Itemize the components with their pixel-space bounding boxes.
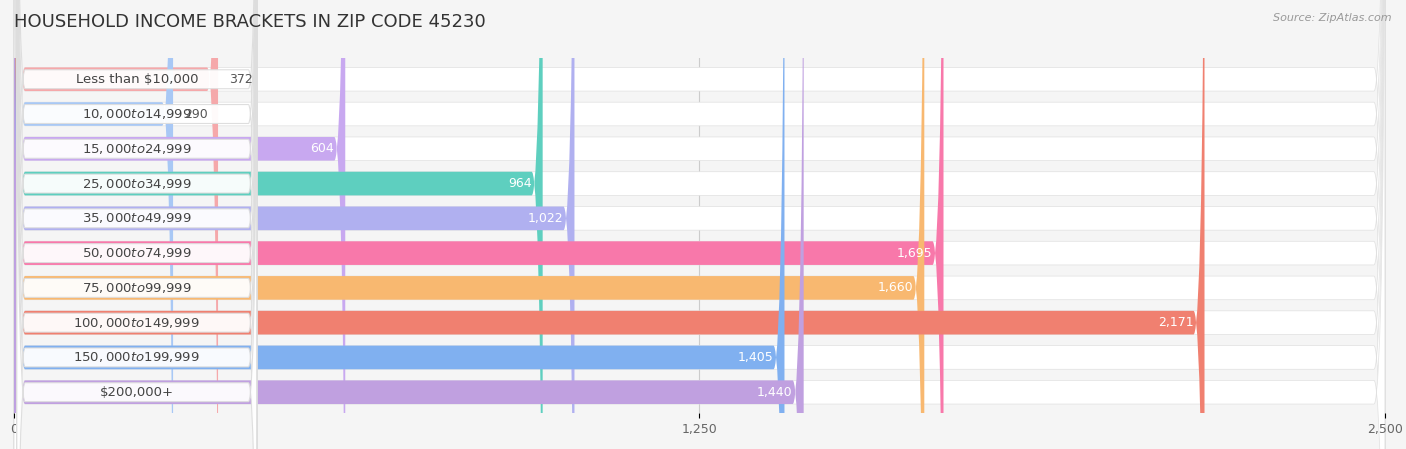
FancyBboxPatch shape	[17, 0, 257, 449]
FancyBboxPatch shape	[17, 0, 257, 449]
Text: Source: ZipAtlas.com: Source: ZipAtlas.com	[1274, 13, 1392, 23]
FancyBboxPatch shape	[17, 0, 257, 449]
Text: $150,000 to $199,999: $150,000 to $199,999	[73, 350, 200, 365]
Text: 1,405: 1,405	[738, 351, 773, 364]
FancyBboxPatch shape	[14, 0, 1385, 449]
Text: 1,440: 1,440	[756, 386, 793, 399]
FancyBboxPatch shape	[17, 0, 257, 449]
Text: 604: 604	[311, 142, 335, 155]
FancyBboxPatch shape	[14, 0, 1385, 449]
Text: $100,000 to $149,999: $100,000 to $149,999	[73, 316, 200, 330]
FancyBboxPatch shape	[14, 0, 943, 449]
Text: $75,000 to $99,999: $75,000 to $99,999	[82, 281, 191, 295]
FancyBboxPatch shape	[17, 0, 257, 449]
FancyBboxPatch shape	[14, 0, 1385, 449]
FancyBboxPatch shape	[14, 0, 543, 449]
Text: 964: 964	[508, 177, 531, 190]
Text: $50,000 to $74,999: $50,000 to $74,999	[82, 246, 191, 260]
FancyBboxPatch shape	[14, 0, 1385, 449]
FancyBboxPatch shape	[14, 0, 1385, 449]
FancyBboxPatch shape	[17, 0, 257, 449]
FancyBboxPatch shape	[14, 0, 1385, 449]
FancyBboxPatch shape	[14, 0, 1385, 449]
FancyBboxPatch shape	[14, 0, 1385, 449]
FancyBboxPatch shape	[14, 0, 785, 449]
Text: $200,000+: $200,000+	[100, 386, 174, 399]
FancyBboxPatch shape	[14, 0, 804, 449]
Text: $15,000 to $24,999: $15,000 to $24,999	[82, 142, 191, 156]
Text: HOUSEHOLD INCOME BRACKETS IN ZIP CODE 45230: HOUSEHOLD INCOME BRACKETS IN ZIP CODE 45…	[14, 13, 486, 31]
FancyBboxPatch shape	[17, 0, 257, 449]
Text: $35,000 to $49,999: $35,000 to $49,999	[82, 211, 191, 225]
FancyBboxPatch shape	[14, 0, 1205, 449]
FancyBboxPatch shape	[14, 0, 1385, 449]
Text: 1,660: 1,660	[877, 282, 914, 295]
Text: 1,695: 1,695	[897, 247, 932, 260]
Text: $10,000 to $14,999: $10,000 to $14,999	[82, 107, 191, 121]
FancyBboxPatch shape	[14, 0, 218, 449]
Text: 2,171: 2,171	[1159, 316, 1194, 329]
Text: $25,000 to $34,999: $25,000 to $34,999	[82, 176, 191, 190]
Text: Less than $10,000: Less than $10,000	[76, 73, 198, 86]
FancyBboxPatch shape	[14, 0, 173, 449]
FancyBboxPatch shape	[14, 0, 575, 449]
FancyBboxPatch shape	[17, 0, 257, 449]
FancyBboxPatch shape	[17, 0, 257, 449]
FancyBboxPatch shape	[17, 0, 257, 449]
FancyBboxPatch shape	[14, 0, 924, 449]
Text: 1,022: 1,022	[527, 212, 564, 225]
Text: 372: 372	[229, 73, 253, 86]
FancyBboxPatch shape	[14, 0, 346, 449]
FancyBboxPatch shape	[14, 0, 1385, 449]
Text: 290: 290	[184, 107, 208, 120]
